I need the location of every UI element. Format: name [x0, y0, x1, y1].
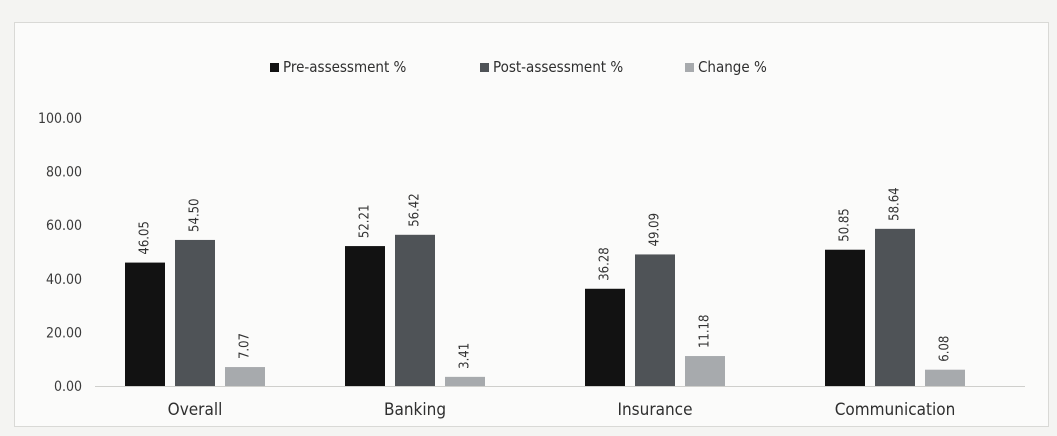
bar: [875, 228, 915, 386]
data-label: 11.18: [698, 315, 713, 348]
y-axis: 0.00 20.00 40.00 60.00 80.00 100.00: [38, 111, 82, 395]
data-label: 36.28: [598, 247, 613, 280]
legend-swatch: [270, 63, 279, 72]
data-label: 49.09: [648, 213, 663, 246]
x-category-label: Insurance: [617, 400, 692, 420]
bars-group: [125, 228, 965, 386]
legend-label: Post-assessment %: [493, 58, 623, 76]
y-tick-label: 40.00: [46, 272, 82, 288]
legend: Pre-assessment % Post-assessment % Change …: [270, 58, 767, 76]
x-category-label: Banking: [384, 400, 446, 420]
bar: [685, 356, 725, 386]
x-axis: Overall Banking Insurance Communication: [95, 386, 1025, 420]
bar-chart: Pre-assessment % Post-assessment % Change …: [38, 58, 1025, 420]
legend-swatch: [685, 63, 694, 72]
bar: [825, 249, 865, 386]
data-labels-group: 46.05 54.50 7.07 52.21 56.42 3.41 36.28 49.09 11…: [138, 187, 953, 369]
legend-label: Pre-assessment %: [283, 58, 407, 76]
data-label: 7.07: [238, 333, 253, 359]
bar: [585, 288, 625, 386]
bar: [125, 262, 165, 386]
data-label: 52.21: [358, 205, 373, 238]
y-tick-label: 0.00: [54, 379, 82, 395]
legend-swatch: [480, 63, 489, 72]
data-label: 54.50: [188, 198, 203, 231]
y-tick-label: 60.00: [46, 218, 82, 234]
data-label: 56.42: [408, 193, 423, 226]
bar: [445, 376, 485, 386]
y-tick-label: 20.00: [46, 325, 82, 341]
data-label: 50.85: [838, 208, 853, 241]
y-tick-label: 80.00: [46, 165, 82, 181]
data-label: 46.05: [138, 221, 153, 254]
chart-frame: Pre-assessment % Post-assessment % Change …: [14, 22, 1049, 427]
bar: [925, 369, 965, 386]
bar: [225, 367, 265, 386]
data-label: 6.08: [938, 336, 953, 362]
bar: [175, 239, 215, 386]
data-label: 3.41: [458, 343, 473, 369]
data-label: 58.64: [888, 187, 903, 220]
bar: [345, 246, 385, 386]
bar: [395, 234, 435, 386]
bar: [635, 254, 675, 386]
y-tick-label: 100.00: [38, 111, 82, 127]
x-category-label: Communication: [835, 400, 956, 420]
x-category-label: Overall: [168, 400, 223, 420]
legend-label: Change %: [698, 58, 767, 76]
